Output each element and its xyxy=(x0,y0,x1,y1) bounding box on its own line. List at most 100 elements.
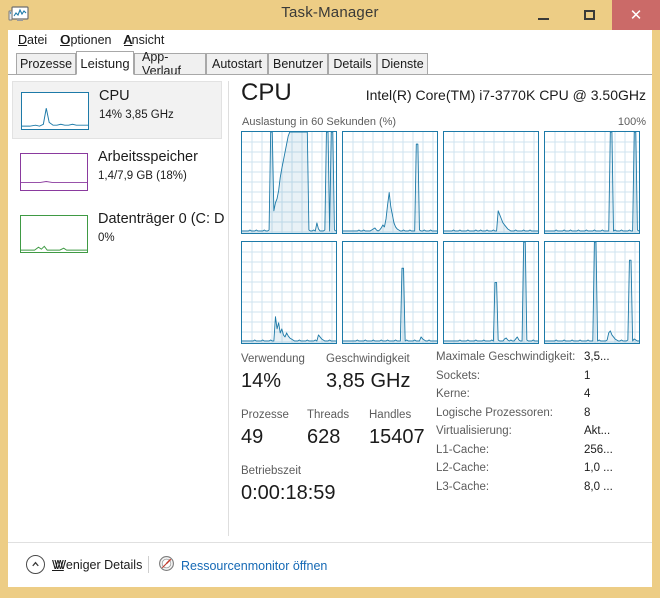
cpu-core-graph xyxy=(544,241,640,344)
tab-benutzer-label: Benutzer xyxy=(272,57,324,71)
client-area: DDatei OOptionen AAnsicht Prozesse Leist… xyxy=(8,30,652,587)
menu-item-optionen-label: Optionen xyxy=(60,33,112,47)
cpu-model-label: Intel(R) Core(TM) i7-3770K CPU @ 3.50GHz xyxy=(365,87,646,103)
title-bar[interactable]: Task-Manager ✕ xyxy=(0,0,660,30)
processes-value: 49 xyxy=(241,426,264,448)
sidebar-item-datentraeger-subtitle: 0% xyxy=(98,232,115,244)
page-title: CPU xyxy=(241,79,292,106)
cpu-core-graph xyxy=(241,241,337,344)
sidebar-item-datentraeger-title: Datenträger 0 (C: D xyxy=(98,211,225,227)
uptime-value: 0:00:18:59 xyxy=(241,482,336,504)
sidebar-item-cpu-title: CPU xyxy=(99,88,130,104)
fewer-details-button[interactable]: WWeniger Details xyxy=(26,555,142,574)
open-resource-monitor-link[interactable]: Ressourcenmonitor öffnen xyxy=(158,555,327,577)
uptime-label: Betriebszeit xyxy=(241,465,302,477)
tab-details-label: Details xyxy=(333,57,372,71)
spec-row: Maximale Geschwindigkeit: 3,5... xyxy=(436,351,652,370)
tab-leistung-label: Leistung xyxy=(80,55,130,71)
maximize-button[interactable] xyxy=(566,0,612,30)
sidebar-item-arbeitsspeicher-title: Arbeitsspeicher xyxy=(98,149,198,165)
threads-label: Threads xyxy=(307,409,350,421)
tab-prozesse[interactable]: Prozesse xyxy=(16,53,76,74)
monitor-chart-icon xyxy=(8,4,30,26)
handles-label: Handles xyxy=(369,409,412,421)
cpu-core-graph-grid xyxy=(241,131,646,345)
sidebar-memory-thumbnail xyxy=(20,153,88,191)
menu-item-datei-label: Datei xyxy=(18,33,48,47)
spec-value: 4 xyxy=(584,388,591,400)
spec-row: Logische Prozessoren: 8 xyxy=(436,407,652,426)
cpu-core-graph xyxy=(241,131,337,234)
spec-key: Virtualisierung: xyxy=(436,425,512,437)
cpu-detail-panel: CPU Intel(R) Core(TM) i7-3770K CPU @ 3.5… xyxy=(236,75,652,542)
spec-row: L2-Cache: 1,0 ... xyxy=(436,462,652,481)
tab-leistung[interactable]: Leistung xyxy=(76,51,134,75)
spec-value: 8,0 ... xyxy=(584,480,613,493)
sidebar-item-cpu[interactable]: CPU 14% 3,85 GHz xyxy=(12,81,222,139)
processes-label: Prozesse xyxy=(241,409,289,421)
spec-row: Sockets: 1 xyxy=(436,370,652,389)
tab-autostart[interactable]: Autostart xyxy=(206,53,268,74)
spec-key: Kerne: xyxy=(436,388,470,400)
tab-dienste-label: Dienste xyxy=(381,57,424,71)
tab-benutzer[interactable]: Benutzer xyxy=(268,53,328,74)
spec-key: L1-Cache: xyxy=(436,443,490,456)
handles-value: 15407 xyxy=(369,426,425,448)
cpu-spec-list: Maximale Geschwindigkeit: 3,5... Sockets: 1… xyxy=(436,351,652,499)
chevron-up-circle-icon xyxy=(26,555,45,574)
spec-row: L1-Cache: 256... xyxy=(436,444,652,463)
menu-item-ansicht[interactable]: AAnsicht xyxy=(123,33,165,47)
tab-app-verlauf[interactable]: App-Verlauf xyxy=(134,50,206,78)
usage-label: Verwendung xyxy=(241,353,305,365)
spec-row: Kerne: 4 xyxy=(436,388,652,407)
footer-bar: WWeniger Details Ressourcenmonitor öffne… xyxy=(8,542,652,587)
cpu-core-graph xyxy=(443,241,539,344)
sidebar-item-cpu-subtitle: 14% 3,85 GHz xyxy=(99,109,174,121)
minimize-icon xyxy=(537,18,549,20)
usage-value: 14% xyxy=(241,370,282,392)
minimize-button[interactable] xyxy=(520,0,566,30)
menu-item-optionen[interactable]: OOptionen xyxy=(60,33,112,47)
spec-value: 1 xyxy=(584,369,591,382)
sidebar-item-arbeitsspeicher-subtitle: 1,4/7,9 GB (18%) xyxy=(98,170,187,182)
close-button[interactable]: ✕ xyxy=(612,0,660,30)
sidebar-item-datentraeger[interactable]: Datenträger 0 (C: D 0% xyxy=(12,205,225,263)
tab-autostart-label: Autostart xyxy=(211,57,263,71)
chart-axis-label: Auslastung in 60 Sekunden (%) xyxy=(242,116,397,128)
window-title: Task-Manager xyxy=(281,4,379,21)
speed-value: 3,85 GHz xyxy=(326,370,411,392)
content-area: CPU 14% 3,85 GHz Arbeitsspeicher 1,4/7,9… xyxy=(8,75,652,542)
chart-axis-max: 100% xyxy=(617,116,646,128)
sidebar-item-arbeitsspeicher[interactable]: Arbeitsspeicher 1,4/7,9 GB (18%) xyxy=(12,143,222,201)
spec-key: L2-Cache: xyxy=(436,462,490,474)
resource-sidebar: CPU 14% 3,85 GHz Arbeitsspeicher 1,4/7,9… xyxy=(8,75,228,542)
tab-dienste[interactable]: Dienste xyxy=(377,53,428,74)
menu-bar: DDatei OOptionen AAnsicht xyxy=(8,30,652,52)
tab-strip: Prozesse Leistung App-Verlauf Autostart … xyxy=(8,50,652,78)
sidebar-cpu-thumbnail xyxy=(21,92,89,130)
tab-app-verlauf-label: App-Verlauf xyxy=(142,50,181,78)
footer-separator xyxy=(148,556,149,573)
tab-details[interactable]: Details xyxy=(328,53,377,74)
spec-key: Sockets: xyxy=(436,369,481,382)
maximize-icon xyxy=(583,10,595,20)
cpu-core-graph xyxy=(342,241,438,344)
menu-item-datei[interactable]: DDatei xyxy=(18,33,48,47)
cpu-core-graph xyxy=(544,131,640,234)
panel-divider xyxy=(228,81,229,536)
speed-label: Geschwindigkeit xyxy=(326,353,410,365)
spec-key: L3-Cache: xyxy=(436,480,490,493)
threads-value: 628 xyxy=(307,426,341,448)
tab-prozesse-label: Prozesse xyxy=(19,57,73,71)
resource-monitor-icon xyxy=(158,555,175,577)
spec-key: Logische Prozessoren: xyxy=(436,406,553,419)
close-icon: ✕ xyxy=(629,5,643,24)
spec-row: Virtualisierung: Akt... xyxy=(436,425,652,444)
cpu-core-graph xyxy=(342,131,438,234)
spec-key: Maximale Geschwindigkeit: xyxy=(436,351,576,363)
spec-value: 3,5... xyxy=(584,351,610,363)
spec-value: Akt... xyxy=(584,425,611,437)
open-resource-monitor-label: Ressourcenmonitor öffnen xyxy=(181,559,328,573)
spec-value: 256... xyxy=(584,443,613,456)
